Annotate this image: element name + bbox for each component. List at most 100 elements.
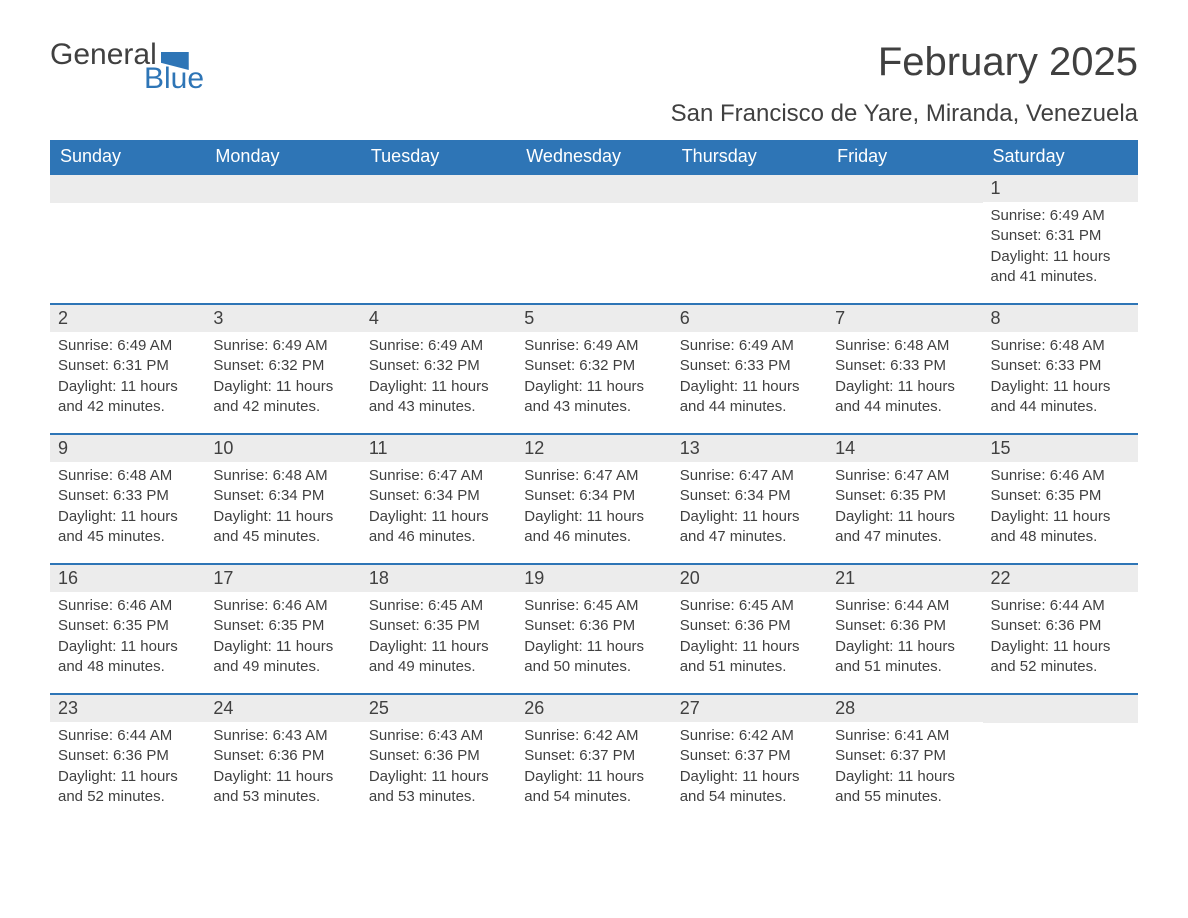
day-details: Sunrise: 6:47 AMSunset: 6:35 PMDaylight:… [827,462,982,555]
calendar-cell: 3Sunrise: 6:49 AMSunset: 6:32 PMDaylight… [205,304,360,434]
sunset-line: Sunset: 6:37 PM [835,746,974,766]
day-details: Sunrise: 6:47 AMSunset: 6:34 PMDaylight:… [672,462,827,555]
day-number: 2 [50,305,205,332]
daylight-line: Daylight: 11 hours and 52 minutes. [991,637,1130,678]
sunrise-line: Sunrise: 6:49 AM [369,336,508,356]
sunrise-line: Sunrise: 6:49 AM [680,336,819,356]
day-details: Sunrise: 6:46 AMSunset: 6:35 PMDaylight:… [205,592,360,685]
daylight-line: Daylight: 11 hours and 46 minutes. [524,507,663,548]
empty-day-number [983,695,1138,723]
sunset-line: Sunset: 6:34 PM [680,486,819,506]
daylight-line: Daylight: 11 hours and 45 minutes. [58,507,197,548]
calendar-cell: 6Sunrise: 6:49 AMSunset: 6:33 PMDaylight… [672,304,827,434]
calendar-cell: 16Sunrise: 6:46 AMSunset: 6:35 PMDayligh… [50,564,205,694]
calendar-cell: 5Sunrise: 6:49 AMSunset: 6:32 PMDaylight… [516,304,671,434]
sunset-line: Sunset: 6:34 PM [213,486,352,506]
day-details: Sunrise: 6:42 AMSunset: 6:37 PMDaylight:… [672,722,827,815]
logo-line1-row: General [50,40,204,70]
day-number: 22 [983,565,1138,592]
sunrise-line: Sunrise: 6:44 AM [835,596,974,616]
daylight-line: Daylight: 11 hours and 44 minutes. [835,377,974,418]
day-number: 9 [50,435,205,462]
calendar-week-row: 16Sunrise: 6:46 AMSunset: 6:35 PMDayligh… [50,564,1138,694]
day-details: Sunrise: 6:49 AMSunset: 6:33 PMDaylight:… [672,332,827,425]
sunrise-line: Sunrise: 6:46 AM [58,596,197,616]
calendar-cell: 8Sunrise: 6:48 AMSunset: 6:33 PMDaylight… [983,304,1138,434]
sunrise-line: Sunrise: 6:42 AM [680,726,819,746]
sunset-line: Sunset: 6:33 PM [680,356,819,376]
empty-day-number [205,175,360,203]
empty-day-number [50,175,205,203]
daylight-line: Daylight: 11 hours and 45 minutes. [213,507,352,548]
day-details: Sunrise: 6:42 AMSunset: 6:37 PMDaylight:… [516,722,671,815]
day-number: 13 [672,435,827,462]
sunset-line: Sunset: 6:36 PM [213,746,352,766]
calendar-cell: 17Sunrise: 6:46 AMSunset: 6:35 PMDayligh… [205,564,360,694]
day-details: Sunrise: 6:48 AMSunset: 6:33 PMDaylight:… [827,332,982,425]
daylight-line: Daylight: 11 hours and 41 minutes. [991,247,1130,288]
daylight-line: Daylight: 11 hours and 44 minutes. [991,377,1130,418]
calendar-cell: 9 Sunrise: 6:48 AMSunset: 6:33 PMDaylight… [50,434,205,564]
day-number: 5 [516,305,671,332]
sunrise-line: Sunrise: 6:47 AM [369,466,508,486]
day-number: 12 [516,435,671,462]
sunset-line: Sunset: 6:36 PM [524,616,663,636]
sunset-line: Sunset: 6:36 PM [369,746,508,766]
calendar-cell: 19Sunrise: 6:45 AMSunset: 6:36 PMDayligh… [516,564,671,694]
day-details: Sunrise: 6:49 AMSunset: 6:31 PMDaylight:… [50,332,205,425]
day-details: Sunrise: 6:43 AMSunset: 6:36 PMDaylight:… [361,722,516,815]
calendar-cell: 23Sunrise: 6:44 AMSunset: 6:36 PMDayligh… [50,694,205,824]
sunrise-line: Sunrise: 6:44 AM [991,596,1130,616]
daylight-line: Daylight: 11 hours and 55 minutes. [835,767,974,808]
weekday-header: Friday [827,140,982,174]
day-details: Sunrise: 6:49 AMSunset: 6:32 PMDaylight:… [516,332,671,425]
daylight-line: Daylight: 11 hours and 43 minutes. [369,377,508,418]
day-details: Sunrise: 6:48 AMSunset: 6:33 PMDaylight:… [983,332,1138,425]
sunrise-line: Sunrise: 6:46 AM [991,466,1130,486]
day-number: 11 [361,435,516,462]
sunrise-line: Sunrise: 6:49 AM [524,336,663,356]
sunset-line: Sunset: 6:36 PM [58,746,197,766]
sunrise-line: Sunrise: 6:48 AM [991,336,1130,356]
weekday-header: Wednesday [516,140,671,174]
calendar-week-row: 2Sunrise: 6:49 AMSunset: 6:31 PMDaylight… [50,304,1138,434]
calendar-cell: 21Sunrise: 6:44 AMSunset: 6:36 PMDayligh… [827,564,982,694]
sunset-line: Sunset: 6:33 PM [991,356,1130,376]
daylight-line: Daylight: 11 hours and 53 minutes. [213,767,352,808]
day-number: 6 [672,305,827,332]
calendar-cell: 11Sunrise: 6:47 AMSunset: 6:34 PMDayligh… [361,434,516,564]
day-number: 23 [50,695,205,722]
sunrise-line: Sunrise: 6:45 AM [369,596,508,616]
calendar-cell: 25Sunrise: 6:43 AMSunset: 6:36 PMDayligh… [361,694,516,824]
calendar-cell: 14Sunrise: 6:47 AMSunset: 6:35 PMDayligh… [827,434,982,564]
sunrise-line: Sunrise: 6:47 AM [524,466,663,486]
calendar-week-row: 1Sunrise: 6:49 AMSunset: 6:31 PMDaylight… [50,174,1138,304]
sunset-line: Sunset: 6:35 PM [991,486,1130,506]
daylight-line: Daylight: 11 hours and 51 minutes. [835,637,974,678]
sunset-line: Sunset: 6:35 PM [213,616,352,636]
daylight-line: Daylight: 11 hours and 43 minutes. [524,377,663,418]
day-number: 19 [516,565,671,592]
sunset-line: Sunset: 6:33 PM [835,356,974,376]
sunrise-line: Sunrise: 6:48 AM [58,466,197,486]
location-subtitle: San Francisco de Yare, Miranda, Venezuel… [50,100,1138,128]
sunset-line: Sunset: 6:37 PM [524,746,663,766]
sunset-line: Sunset: 6:31 PM [991,226,1130,246]
day-number: 25 [361,695,516,722]
day-details: Sunrise: 6:49 AMSunset: 6:32 PMDaylight:… [361,332,516,425]
daylight-line: Daylight: 11 hours and 54 minutes. [680,767,819,808]
day-details: Sunrise: 6:44 AMSunset: 6:36 PMDaylight:… [983,592,1138,685]
day-number: 1 [983,175,1138,202]
sunset-line: Sunset: 6:33 PM [58,486,197,506]
logo-text-general: General [50,40,157,70]
calendar-cell: 18Sunrise: 6:45 AMSunset: 6:35 PMDayligh… [361,564,516,694]
sunset-line: Sunset: 6:32 PM [524,356,663,376]
sunset-line: Sunset: 6:35 PM [369,616,508,636]
calendar-cell: 13Sunrise: 6:47 AMSunset: 6:34 PMDayligh… [672,434,827,564]
calendar-cell [672,174,827,304]
logo: General Blue [50,40,204,94]
calendar-cell: 10Sunrise: 6:48 AMSunset: 6:34 PMDayligh… [205,434,360,564]
day-details: Sunrise: 6:49 AMSunset: 6:31 PMDaylight:… [983,202,1138,295]
daylight-line: Daylight: 11 hours and 42 minutes. [58,377,197,418]
calendar-cell [361,174,516,304]
